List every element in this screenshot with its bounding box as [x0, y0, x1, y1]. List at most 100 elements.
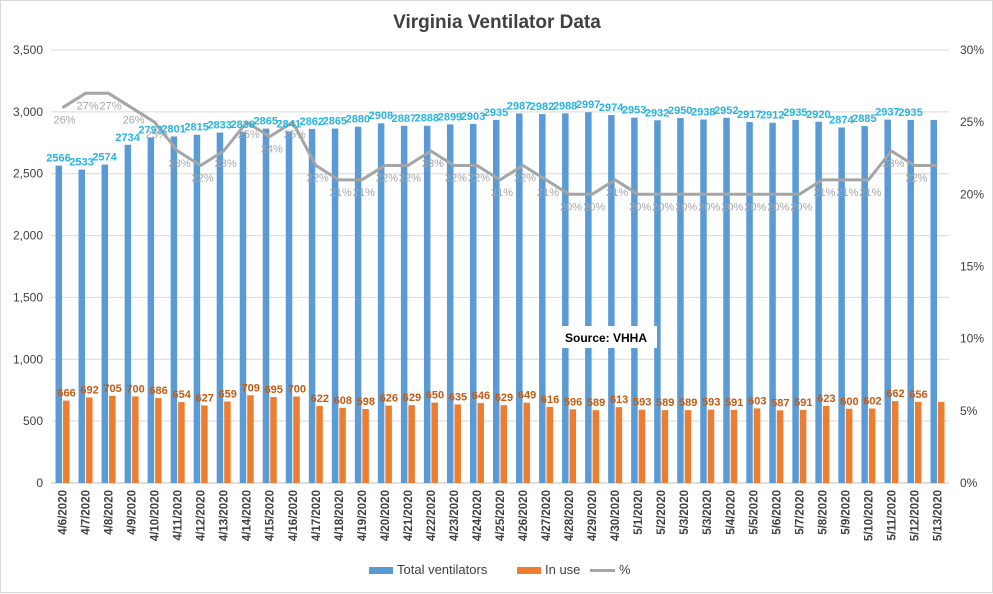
bar-total-ventilators: [700, 119, 707, 483]
data-labels: 2566 666 26% 2533 692 27% 2574 705 27% 2734 700 26%…: [46, 99, 927, 409]
bar-in-use: [454, 404, 461, 483]
data-label-total: 2952: [714, 105, 738, 117]
data-label-percent: 20%: [652, 201, 674, 213]
x-tick-label: 4/14/2020: [242, 490, 254, 541]
bar-in-use: [661, 410, 669, 483]
data-label-total: 2938: [691, 107, 715, 119]
x-tick-label: 5/3/2020: [679, 490, 691, 535]
data-label-in-use: 629: [495, 392, 513, 404]
y-left-tick-label: 1,500: [13, 290, 43, 304]
bar-total-ventilators: [792, 119, 799, 484]
y-right-tick-label: 25%: [960, 115, 984, 129]
y-left-tick-label: 3,500: [13, 43, 43, 57]
data-label-in-use: 650: [426, 390, 444, 402]
legend-label-percent: %: [619, 562, 631, 577]
bar-in-use: [638, 409, 646, 483]
y-right-tick-label: 0%: [960, 476, 978, 490]
data-label-percent: 20%: [698, 201, 720, 213]
data-label-in-use: 593: [633, 397, 651, 409]
data-label-total: 2920: [806, 109, 830, 121]
data-label-total: 2997: [576, 99, 600, 111]
y-left-tick-label: 2,000: [13, 229, 43, 243]
data-label-in-use: 627: [195, 392, 213, 404]
x-tick-label: 5/5/2020: [748, 490, 760, 535]
data-label-total: 2833: [207, 120, 231, 132]
data-label-total: 2566: [46, 153, 70, 165]
data-label-in-use: 600: [840, 396, 858, 408]
data-label-total: 2903: [461, 111, 485, 123]
data-label-total: 2908: [369, 110, 393, 122]
x-tick-label: 4/12/2020: [196, 490, 208, 541]
y-right-tick-label: 30%: [960, 43, 984, 57]
bar-total-ventilators: [124, 144, 132, 483]
data-label-in-use: 700: [288, 383, 306, 395]
bar-in-use: [845, 408, 853, 483]
bar-in-use: [109, 395, 116, 483]
data-label-total: 2974: [599, 102, 624, 114]
data-label-percent: 26%: [123, 115, 145, 127]
data-label-total: 2792: [138, 125, 162, 137]
bar-in-use: [86, 397, 93, 483]
data-label-percent: 21%: [330, 187, 352, 199]
data-label-percent: 20%: [560, 201, 582, 213]
data-label-percent: 20%: [629, 201, 651, 213]
data-label-percent: 21%: [606, 187, 628, 199]
data-label-total: 2734: [115, 132, 140, 144]
data-label-percent: 22%: [192, 172, 214, 184]
data-label-in-use: 709: [242, 382, 260, 394]
data-label-in-use: 587: [771, 397, 789, 409]
data-label-percent: 22%: [399, 172, 421, 184]
data-label-in-use: 622: [311, 393, 329, 405]
data-label-total: 2865: [254, 116, 278, 128]
y-right-tick-label: 15%: [960, 260, 984, 274]
bar-total-ventilators: [677, 118, 684, 484]
x-axis-ticks: 4/6/2020 4/7/2020 4/8/2020 4/9/2020 4/10/202…: [58, 490, 945, 541]
data-label-total: 2574: [92, 152, 117, 164]
data-label-in-use: 626: [380, 393, 398, 405]
x-tick-label: 4/28/2020: [564, 490, 576, 541]
x-tick-label: 5/1/2020: [633, 490, 645, 535]
data-label-percent: 22%: [514, 172, 536, 184]
data-label-total: 2862: [300, 116, 324, 128]
data-label-in-use: 659: [219, 388, 237, 400]
data-label-total: 2935: [484, 107, 508, 119]
data-label-percent: 22%: [376, 172, 398, 184]
gridlines: [51, 49, 949, 484]
x-tick-label: 4/19/2020: [357, 490, 369, 541]
y-right-tick-label: 20%: [960, 187, 984, 201]
y-left-tick-label: 2,500: [13, 167, 43, 181]
bar-total-ventilators: [423, 125, 431, 484]
data-label-in-use: 596: [564, 396, 582, 408]
data-label-total: 2899: [438, 111, 462, 123]
bar-total-ventilators: [907, 119, 914, 484]
bar-total-ventilators: [539, 114, 546, 484]
bar-total-ventilators: [331, 128, 339, 483]
data-label-percent: 20%: [675, 201, 697, 213]
data-label-total: 2838: [230, 119, 254, 131]
data-label-percent: 22%: [445, 172, 467, 184]
bar-in-use: [569, 409, 577, 483]
data-label-in-use: 589: [587, 397, 605, 409]
x-tick-label: 5/11/2020: [886, 490, 898, 541]
y-left-tick-label: 500: [23, 414, 43, 428]
bar-in-use: [615, 407, 623, 483]
bar-in-use: [891, 401, 899, 483]
x-tick-label: 5/9/2020: [840, 490, 852, 535]
data-label-total: 2887: [392, 113, 416, 125]
annotation: Source: VHHA: [557, 326, 657, 348]
bar-in-use: [477, 403, 484, 483]
data-label-total: 2987: [507, 100, 531, 112]
bar-total-ventilators: [354, 126, 362, 484]
bar-in-use: [201, 405, 208, 483]
bar-total-ventilators: [746, 122, 753, 483]
x-tick-label: 4/25/2020: [495, 490, 507, 541]
bar-in-use: [247, 395, 254, 483]
x-tick-label: 5/4/2020: [725, 490, 737, 535]
x-tick-label: 5/8/2020: [817, 490, 829, 535]
bar-total-ventilators: [147, 137, 155, 483]
x-tick-label: 5/2/2020: [656, 490, 668, 535]
data-label-in-use: 646: [472, 390, 490, 402]
data-label-in-use: 705: [103, 383, 121, 395]
bar-total-ventilators: [930, 119, 937, 484]
